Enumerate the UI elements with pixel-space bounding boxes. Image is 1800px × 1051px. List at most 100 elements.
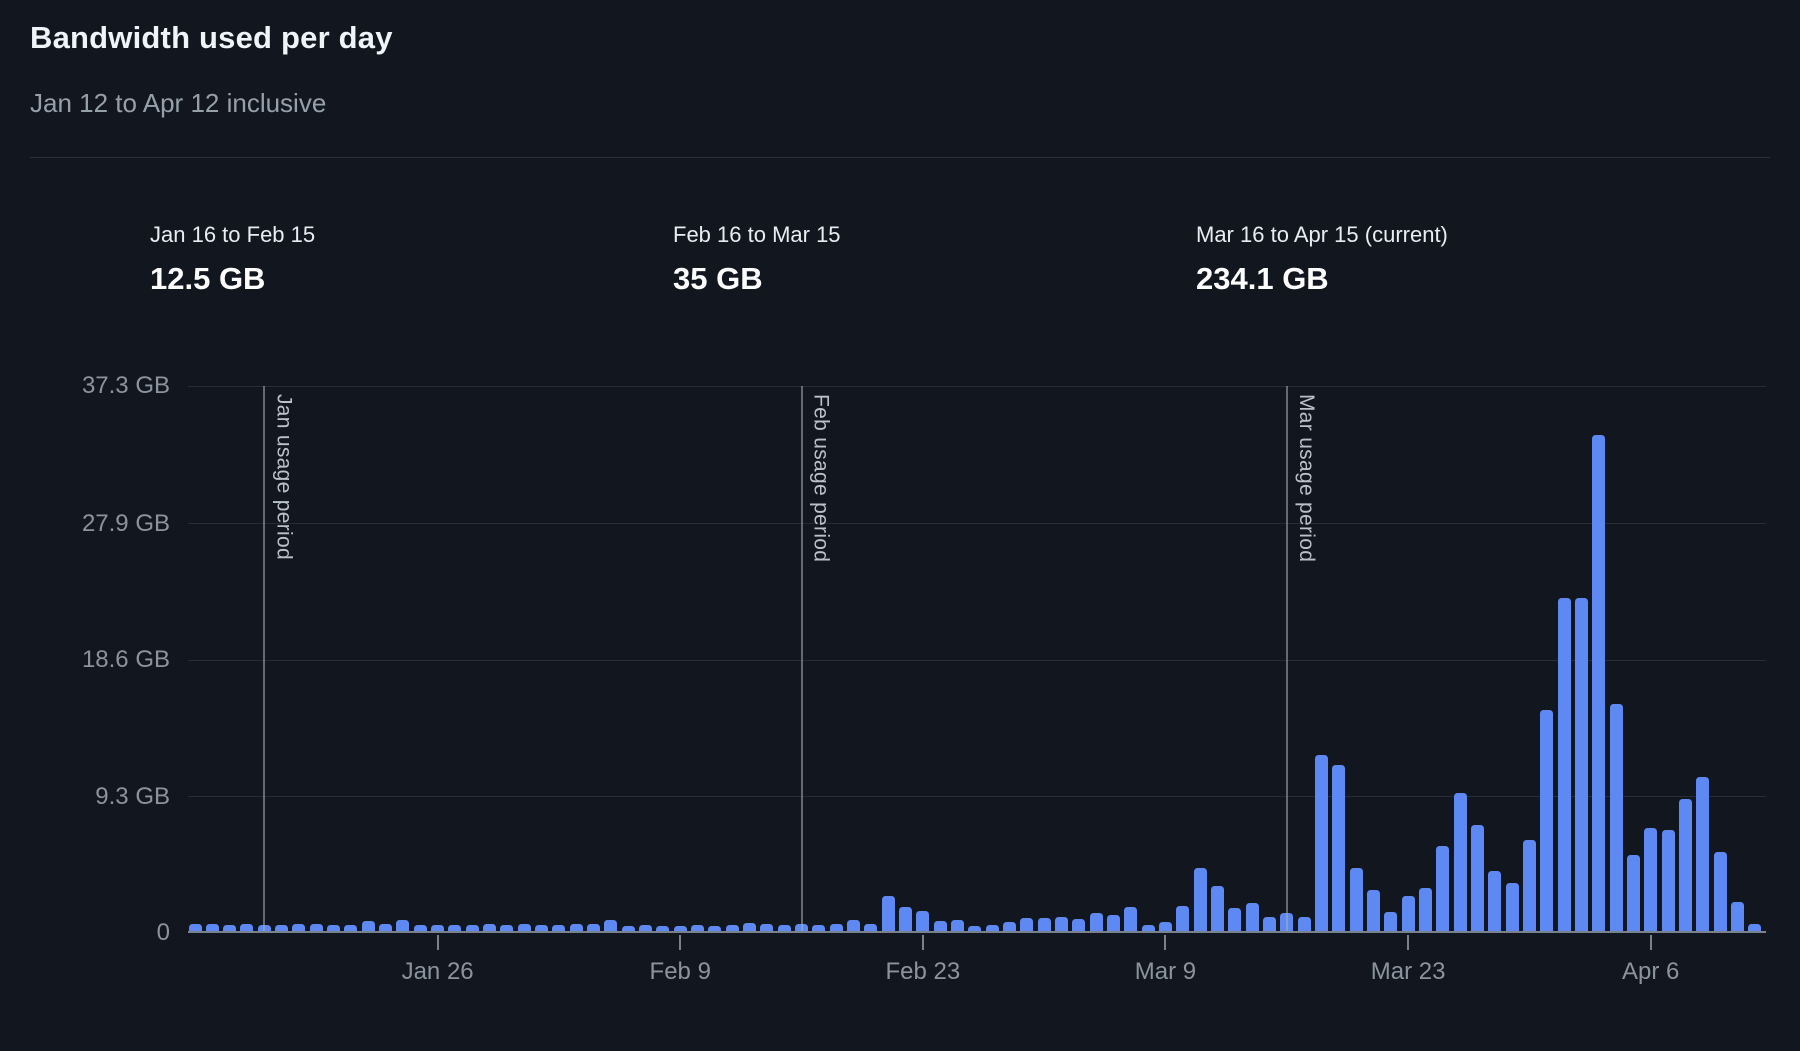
chart-bar-Feb-27[interactable]	[985, 924, 999, 931]
chart-bar-Feb-3[interactable]	[569, 924, 583, 931]
chart-bar-Jan-31[interactable]	[517, 924, 531, 931]
chart-bar-Feb-14[interactable]	[760, 923, 774, 931]
chart-bar-Feb-24[interactable]	[933, 921, 947, 931]
chart-bar-Apr-3[interactable]	[1592, 435, 1606, 931]
chart-bar-Mar-7[interactable]	[1124, 907, 1138, 931]
chart-bar-Jan-12[interactable]	[188, 923, 202, 931]
chart-bar-Feb-20[interactable]	[864, 924, 878, 931]
chart-bar-Jan-21[interactable]	[344, 925, 358, 931]
chart-bar-Mar-20[interactable]	[1349, 867, 1363, 931]
chart-bar-Mar-8[interactable]	[1141, 925, 1155, 931]
chart-bar-Feb-26[interactable]	[968, 925, 982, 931]
chart-bar-Mar-28[interactable]	[1488, 870, 1502, 931]
chart-bar-Jan-13[interactable]	[205, 924, 219, 931]
chart-bar-Feb-25[interactable]	[951, 920, 965, 931]
chart-bar-Feb-17[interactable]	[812, 925, 826, 931]
gridline-27.9-GB	[188, 523, 1766, 525]
chart-bar-Mar-12[interactable]	[1210, 885, 1224, 931]
chart-bar-Mar-21[interactable]	[1366, 889, 1380, 931]
chart-bar-Mar-1[interactable]	[1020, 917, 1034, 931]
chart-bar-Feb-1[interactable]	[535, 925, 549, 931]
chart-bar-Mar-15[interactable]	[1262, 917, 1276, 931]
usage-period-stat-jan: Jan 16 to Feb 15 12.5 GB	[150, 222, 315, 297]
chart-bar-Feb-22[interactable]	[899, 906, 913, 931]
chart-bar-Mar-23[interactable]	[1401, 895, 1415, 931]
chart-bar-Apr-10[interactable]	[1713, 851, 1727, 931]
chart-bar-Jan-19[interactable]	[309, 924, 323, 931]
chart-bar-Apr-5[interactable]	[1626, 854, 1640, 931]
chart-bar-Mar-19[interactable]	[1332, 765, 1346, 931]
chart-bar-Apr-6[interactable]	[1644, 828, 1658, 931]
chart-bar-Jan-30[interactable]	[500, 924, 514, 931]
stat-label: Feb 16 to Mar 15	[673, 222, 841, 247]
x-tick-label: Apr 6	[1622, 958, 1680, 985]
chart-bar-Jan-24[interactable]	[396, 920, 410, 931]
chart-bar-Apr-2[interactable]	[1574, 598, 1588, 931]
chart-bar-Feb-28[interactable]	[1003, 921, 1016, 931]
chart-bar-Mar-5[interactable]	[1089, 912, 1103, 931]
chart-bar-Feb-10[interactable]	[691, 925, 705, 931]
chart-bar-Jan-26[interactable]	[431, 925, 445, 931]
chart-bar-Mar-17[interactable]	[1297, 917, 1311, 931]
chart-bar-Mar-29[interactable]	[1505, 882, 1519, 931]
y-tick-label: 9.3 GB	[95, 782, 170, 810]
chart-bar-Feb-4[interactable]	[587, 924, 601, 931]
chart-bar-Mar-13[interactable]	[1228, 907, 1242, 931]
chart-bar-Feb-11[interactable]	[708, 925, 722, 931]
chart-bar-Feb-19[interactable]	[847, 920, 861, 931]
chart-bar-Mar-9[interactable]	[1158, 921, 1172, 931]
chart-bar-Feb-7[interactable]	[639, 925, 653, 931]
chart-bar-Mar-4[interactable]	[1072, 918, 1086, 931]
chart-bar-Mar-6[interactable]	[1106, 915, 1120, 931]
chart-bar-Feb-23[interactable]	[916, 911, 930, 931]
chart-bar-Mar-11[interactable]	[1193, 867, 1207, 931]
period-line-feb	[800, 386, 803, 931]
chart-bar-Mar-27[interactable]	[1470, 825, 1484, 931]
chart-bar-Jan-20[interactable]	[327, 924, 341, 931]
chart-bar-Feb-5[interactable]	[604, 919, 618, 931]
chart-bar-Apr-12[interactable]	[1748, 923, 1762, 931]
chart-bar-Jan-25[interactable]	[413, 925, 427, 931]
chart-bar-Feb-13[interactable]	[743, 922, 757, 931]
chart-bar-Jan-18[interactable]	[292, 924, 306, 931]
chart-bar-Jan-17[interactable]	[275, 924, 289, 931]
chart-bar-Mar-10[interactable]	[1176, 906, 1190, 931]
chart-bar-Mar-14[interactable]	[1245, 903, 1259, 931]
page-title: Bandwidth used per day	[30, 20, 393, 55]
chart-bar-Feb-15[interactable]	[777, 925, 791, 931]
chart-bar-Jan-14[interactable]	[223, 924, 237, 931]
chart-bar-Feb-2[interactable]	[552, 924, 566, 931]
chart-bar-Mar-2[interactable]	[1037, 917, 1051, 931]
y-tick-label: 0	[156, 919, 170, 946]
chart-bar-Jan-15[interactable]	[240, 924, 254, 931]
x-tick-label: Feb 9	[649, 958, 711, 985]
chart-bar-Mar-24[interactable]	[1418, 888, 1432, 931]
stat-value: 12.5 GB	[150, 261, 266, 296]
chart-bar-Feb-6[interactable]	[621, 926, 635, 931]
chart-bar-Apr-7[interactable]	[1661, 829, 1675, 931]
chart-bar-Mar-31[interactable]	[1540, 709, 1554, 931]
chart-bar-Mar-30[interactable]	[1522, 840, 1536, 931]
chart-bar-Mar-26[interactable]	[1453, 793, 1467, 931]
chart-bar-Jan-27[interactable]	[448, 925, 462, 931]
chart-bar-Feb-9[interactable]	[673, 925, 687, 931]
chart-bar-Mar-25[interactable]	[1436, 845, 1450, 931]
chart-bar-Mar-22[interactable]	[1384, 911, 1398, 931]
chart-bar-Apr-1[interactable]	[1557, 598, 1571, 931]
chart-bar-Jan-22[interactable]	[361, 921, 375, 931]
chart-bar-Feb-8[interactable]	[656, 925, 670, 931]
chart-bar-Jan-29[interactable]	[483, 924, 497, 931]
chart-bar-Jan-28[interactable]	[465, 924, 479, 931]
chart-bar-Apr-11[interactable]	[1730, 901, 1744, 931]
chart-bar-Mar-3[interactable]	[1055, 916, 1068, 931]
chart-bar-Feb-18[interactable]	[829, 923, 843, 931]
chart-bar-Feb-21[interactable]	[881, 895, 895, 931]
chart-bar-Jan-23[interactable]	[379, 924, 393, 931]
chart-bar-Apr-9[interactable]	[1696, 777, 1710, 931]
chart-bar-Feb-12[interactable]	[725, 925, 739, 931]
stat-value: 234.1 GB	[1196, 261, 1329, 296]
stat-label: Mar 16 to Apr 15 (current)	[1196, 222, 1448, 247]
chart-bar-Apr-4[interactable]	[1609, 703, 1623, 931]
chart-bar-Mar-18[interactable]	[1314, 755, 1328, 931]
chart-bar-Apr-8[interactable]	[1678, 799, 1692, 931]
